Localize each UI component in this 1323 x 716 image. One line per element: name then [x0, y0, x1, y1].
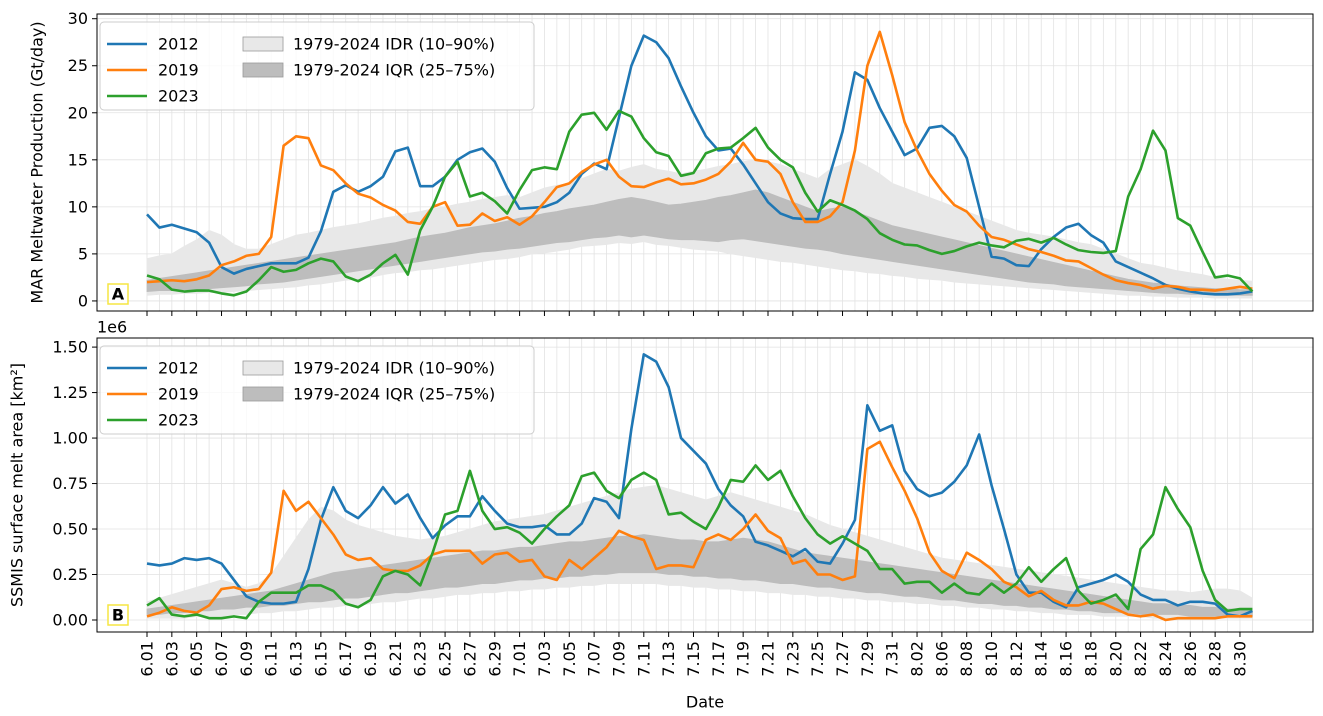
x-tick-label: 7.27	[833, 641, 852, 677]
x-tick-label: 8.22	[1131, 641, 1150, 677]
legend-label: 2019	[158, 385, 199, 404]
x-tick-label: 7.23	[783, 641, 802, 677]
legend: 2012 2019 2023 1979-2024 IDR (10–90%) 1979-2…	[99, 21, 535, 111]
x-tick-label: 8.06	[932, 641, 951, 677]
x-tick-label: 6.11	[262, 641, 281, 677]
legend-label: 1979-2024 IQR (25–75%)	[293, 61, 495, 80]
x-tick-label: 8.28	[1206, 641, 1225, 677]
x-tick-label: 6.09	[237, 641, 256, 677]
y-tick-label: 0.50	[52, 520, 88, 539]
line	[146, 353, 1253, 618]
line	[146, 109, 1254, 297]
y-axis-label: MAR Meltwater Production (Gt/day)	[28, 21, 47, 303]
y-tick-label: 1.25	[52, 383, 88, 402]
legend-swatch	[242, 62, 284, 78]
legend-box	[99, 21, 535, 111]
x-tick-label: 7.31	[883, 641, 902, 677]
x-tick-label: 6.07	[212, 641, 231, 677]
panel: 0 5 10 15 20 25 30 MAR Meltwater Production (Gt…	[28, 9, 1314, 316]
y-tick-label: 5	[78, 244, 88, 263]
legend-label: 2023	[158, 87, 199, 106]
x-tick-label: 6.05	[187, 641, 206, 677]
legend-swatch	[242, 360, 284, 376]
x-tick-label: 7.09	[609, 641, 628, 677]
x-tick-label: 6.03	[162, 641, 181, 677]
legend-label: 2012	[158, 35, 199, 54]
y-offset-label: 1e6	[97, 318, 127, 337]
line	[146, 34, 1253, 296]
x-tick-label: 6.17	[336, 641, 355, 677]
x-tick-label: 7.25	[808, 641, 827, 677]
legend-label: 2012	[158, 359, 199, 378]
panel-label: B	[112, 606, 124, 625]
x-tick-label: 6.23	[411, 641, 430, 677]
legend-label: 1979-2024 IDR (10–90%)	[293, 35, 495, 54]
x-tick-label: 7.07	[585, 641, 604, 677]
band	[146, 189, 1253, 296]
x-tick-label: 7.01	[510, 641, 529, 677]
legend-label: 1979-2024 IQR (25–75%)	[293, 385, 495, 404]
x-tick-label: 8.20	[1106, 641, 1125, 677]
x-tick-label: 7.13	[659, 641, 678, 677]
y-tick-label: 1.50	[52, 338, 88, 357]
legend-label: 2019	[158, 61, 199, 80]
x-tick-label: 7.05	[560, 641, 579, 677]
x-tick-label: 8.12	[1007, 641, 1026, 677]
y-axis-label: SSMIS surface melt area [km²]	[8, 363, 27, 607]
x-tick-label: 8.08	[957, 641, 976, 677]
y-tick-label: 20	[68, 103, 88, 122]
legend: 2012 2019 2023 1979-2024 IDR (10–90%) 1979-2…	[99, 345, 535, 435]
x-tick-label: 7.21	[759, 641, 778, 677]
y-tick-label: 0	[78, 291, 88, 310]
legend-label: 1979-2024 IDR (10–90%)	[293, 359, 495, 378]
panel-label-box	[107, 283, 129, 305]
y-tick-label: 25	[68, 56, 88, 75]
x-tick-label: 7.15	[684, 641, 703, 677]
x-tick-label: 8.10	[982, 641, 1001, 677]
x-tick-label: 8.26	[1181, 641, 1200, 677]
y-tick-label: 30	[68, 9, 88, 28]
y-tick-label: 0.00	[52, 610, 88, 629]
x-tick-label: 8.02	[908, 641, 927, 677]
line	[146, 30, 1253, 292]
x-tick-label: 6.25	[436, 641, 455, 677]
panel-label: A	[112, 285, 125, 304]
x-tick-label: 6.13	[287, 641, 306, 677]
line	[146, 440, 1253, 622]
x-tick-label: 6.29	[485, 641, 504, 677]
x-tick-label: 8.24	[1156, 641, 1175, 677]
x-tick-label: 6.21	[386, 641, 405, 677]
x-tick-label: 7.11	[634, 641, 653, 677]
x-tick-label: 7.19	[734, 641, 753, 677]
panel: 0.00 0.25 0.50 0.75 1.00 1.25 1.50 6.01 6.03 6.05…	[8, 318, 1314, 712]
y-tick-label: 0.25	[52, 565, 88, 584]
legend-label: 2023	[158, 411, 199, 430]
x-tick-label: 6.27	[460, 641, 479, 677]
legend-swatch	[242, 386, 284, 402]
legend-swatch	[242, 36, 284, 52]
x-tick-label: 6.15	[311, 641, 330, 677]
line	[146, 464, 1253, 620]
x-tick-label: 8.16	[1057, 641, 1076, 677]
plot-frame	[96, 13, 1314, 312]
y-tick-label: 1.00	[52, 429, 88, 448]
x-tick-label: 6.19	[361, 641, 380, 677]
y-tick-label: 10	[68, 197, 88, 216]
x-tick-label: 7.17	[709, 641, 728, 677]
y-tick-label: 15	[68, 150, 88, 169]
x-axis-label: Date	[686, 693, 724, 712]
plot-frame	[96, 337, 1314, 633]
y-tick-label: 0.75	[52, 474, 88, 493]
x-tick-label: 8.14	[1032, 641, 1051, 677]
legend-box	[99, 345, 535, 435]
x-tick-label: 8.30	[1230, 641, 1249, 677]
x-tick-label: 7.03	[535, 641, 554, 677]
x-tick-label: 8.18	[1081, 641, 1100, 677]
panel-label-box	[107, 604, 129, 626]
x-tick-label: 7.29	[858, 641, 877, 677]
x-tick-label: 6.01	[138, 641, 157, 677]
